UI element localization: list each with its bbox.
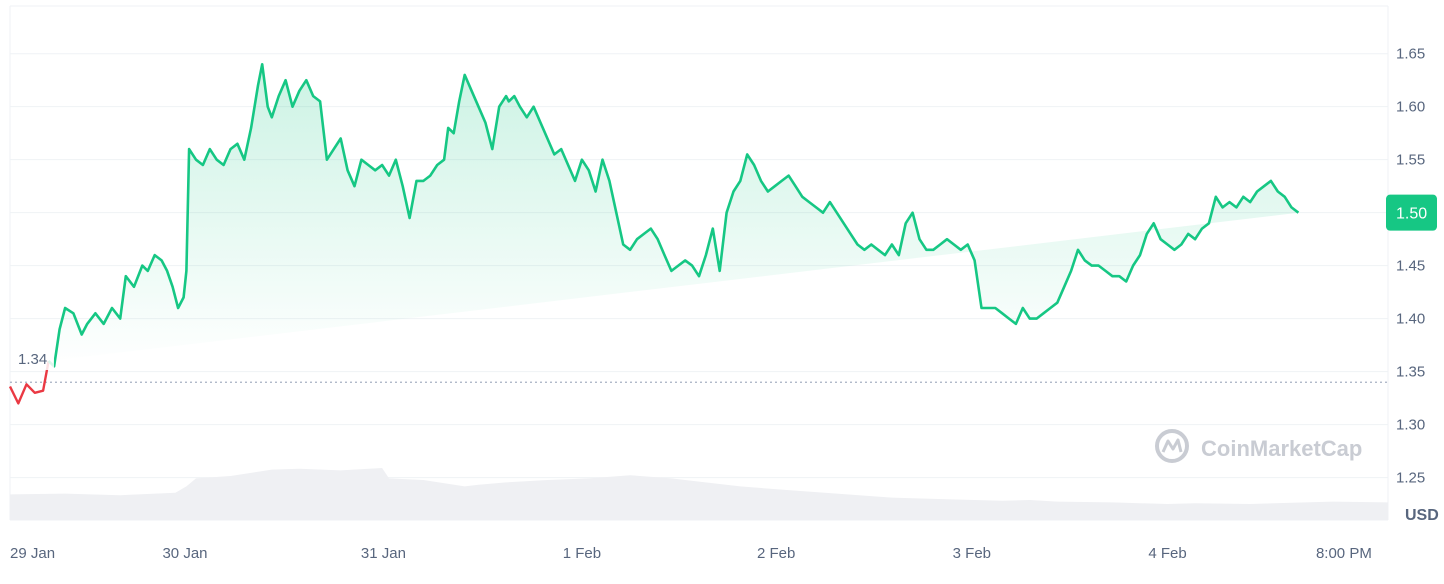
watermark-text: CoinMarketCap (1201, 436, 1362, 461)
price-line-below-baseline (8, 360, 50, 405)
price-area-fill (48, 64, 1299, 367)
y-tick-label: 1.60 (1396, 99, 1425, 116)
x-tick-label: 30 Jan (162, 545, 207, 562)
current-price-value: 1.50 (1396, 206, 1427, 223)
y-tick-label: 1.25 (1396, 470, 1425, 487)
y-axis-ticks: 1.25 1.30 1.35 1.40 1.45 1.50 1.55 1.60 1.65 (1396, 46, 1425, 487)
y-axis-unit: USD (1405, 507, 1439, 524)
y-tick-label: 1.35 (1396, 364, 1425, 381)
x-tick-label: 4 Feb (1148, 545, 1186, 562)
x-tick-label: 29 Jan (10, 545, 55, 562)
price-line (47, 63, 1300, 368)
coinmarketcap-logo-icon (1155, 429, 1189, 463)
x-tick-label: 1 Feb (563, 545, 601, 562)
watermark-logo: CoinMarketCap (1155, 429, 1362, 463)
baseline-label: 1.34 (14, 346, 54, 370)
x-tick-label: 31 Jan (361, 545, 406, 562)
x-axis-ticks: 29 Jan 30 Jan 31 Jan 1 Feb 2 Feb 3 Feb 4 Feb 8:… (10, 545, 1372, 562)
y-tick-label: 1.55 (1396, 152, 1425, 169)
current-price-badge: 1.50 (1386, 194, 1437, 231)
volume-area (10, 468, 1388, 520)
y-tick-label: 1.65 (1396, 46, 1425, 63)
y-tick-label: 1.45 (1396, 258, 1425, 275)
y-tick-label: 1.40 (1396, 311, 1425, 328)
y-tick-label: 1.30 (1396, 417, 1425, 434)
x-tick-label: 3 Feb (953, 545, 991, 562)
x-tick-label: 8:00 PM (1316, 545, 1372, 562)
baseline-value: 1.34 (18, 351, 47, 368)
x-tick-label: 2 Feb (757, 545, 795, 562)
